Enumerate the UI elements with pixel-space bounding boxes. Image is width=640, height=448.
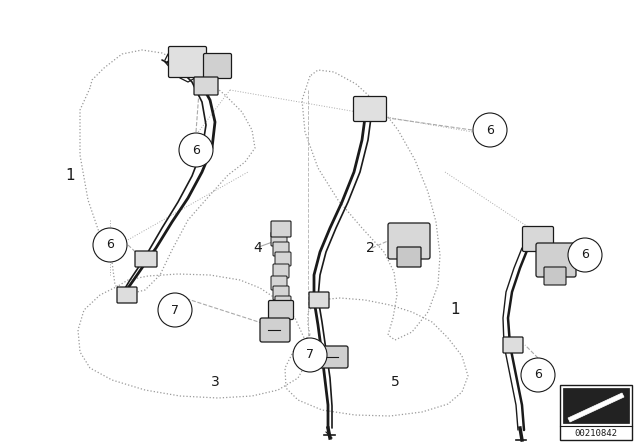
FancyBboxPatch shape xyxy=(275,296,291,310)
Circle shape xyxy=(568,238,602,272)
Circle shape xyxy=(293,338,327,372)
Text: 3: 3 xyxy=(211,375,220,389)
FancyBboxPatch shape xyxy=(135,251,157,267)
Text: 6: 6 xyxy=(534,369,542,382)
Circle shape xyxy=(158,293,192,327)
FancyBboxPatch shape xyxy=(320,346,348,368)
Text: 00210842: 00210842 xyxy=(575,428,618,438)
Text: 2: 2 xyxy=(365,241,374,255)
Circle shape xyxy=(93,228,127,262)
FancyBboxPatch shape xyxy=(536,243,576,277)
FancyBboxPatch shape xyxy=(503,337,523,353)
Circle shape xyxy=(473,113,507,147)
Text: 1: 1 xyxy=(450,302,460,318)
FancyBboxPatch shape xyxy=(275,252,291,266)
Text: 6: 6 xyxy=(486,124,494,137)
FancyBboxPatch shape xyxy=(388,223,430,259)
FancyBboxPatch shape xyxy=(273,242,289,256)
FancyBboxPatch shape xyxy=(168,47,207,78)
Text: 6: 6 xyxy=(106,238,114,251)
Text: 6: 6 xyxy=(192,143,200,156)
FancyBboxPatch shape xyxy=(204,53,232,78)
Text: 5: 5 xyxy=(390,375,399,389)
Bar xyxy=(563,388,629,423)
FancyBboxPatch shape xyxy=(353,96,387,121)
Text: 7: 7 xyxy=(171,303,179,316)
Polygon shape xyxy=(568,393,624,422)
FancyBboxPatch shape xyxy=(522,227,554,251)
Text: 4: 4 xyxy=(253,241,262,255)
FancyBboxPatch shape xyxy=(309,292,329,308)
FancyBboxPatch shape xyxy=(117,287,137,303)
FancyBboxPatch shape xyxy=(273,264,289,278)
FancyBboxPatch shape xyxy=(397,247,421,267)
FancyBboxPatch shape xyxy=(269,301,294,319)
FancyBboxPatch shape xyxy=(544,267,566,285)
FancyBboxPatch shape xyxy=(271,276,287,290)
Text: 1: 1 xyxy=(65,168,75,182)
FancyBboxPatch shape xyxy=(260,318,290,342)
FancyBboxPatch shape xyxy=(271,232,287,246)
Circle shape xyxy=(521,358,555,392)
Circle shape xyxy=(179,133,213,167)
FancyBboxPatch shape xyxy=(273,286,289,300)
FancyBboxPatch shape xyxy=(194,77,218,95)
Bar xyxy=(560,385,632,440)
FancyBboxPatch shape xyxy=(271,221,291,237)
Text: 6: 6 xyxy=(581,249,589,262)
Text: 7: 7 xyxy=(306,349,314,362)
